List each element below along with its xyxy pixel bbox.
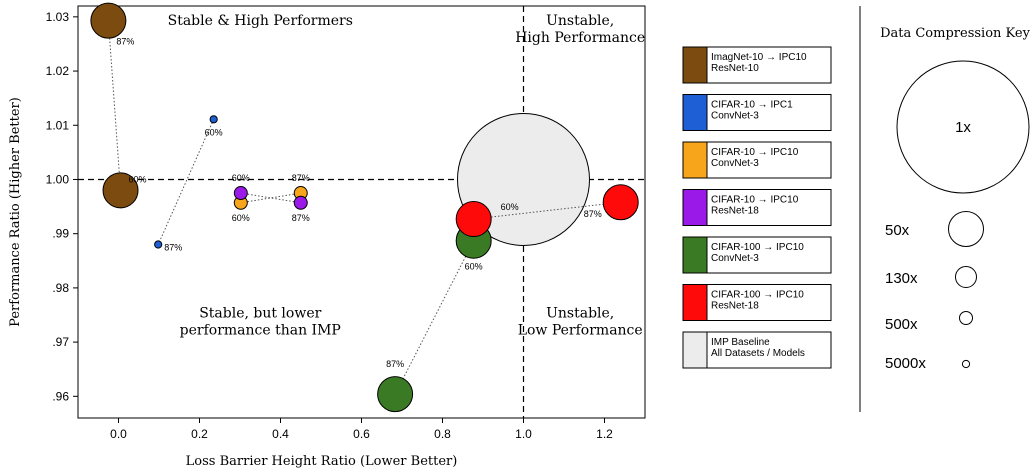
legend-entry-label: ConvNet-3 — [711, 111, 759, 122]
size-key: Data Compression Key 1x 50x 130x 500x 5000x — [859, 6, 1031, 412]
point-label: 87% — [386, 359, 404, 369]
data-bubble — [102, 172, 139, 209]
y-tick-label: .97 — [52, 335, 69, 349]
data-bubble — [377, 376, 414, 413]
legend-entry-label: CIFAR-100 → IPC10 — [711, 290, 804, 301]
y-tick-label: 1.03 — [46, 10, 70, 24]
legend-swatch — [682, 331, 708, 369]
legend-entry-label: CIFAR-10 → IPC10 — [711, 147, 799, 158]
size-key-label: 500x — [885, 316, 918, 333]
legend-entry-label: CIFAR-100 → IPC10 — [711, 242, 804, 253]
point-label: 60% — [232, 173, 250, 183]
series-connector — [473, 201, 621, 220]
point-label: 60% — [205, 127, 223, 137]
series-connector — [394, 240, 475, 395]
data-bubble — [154, 240, 163, 249]
data-bubble — [602, 184, 639, 221]
quadrant-label: Unstable, Low Performance — [518, 306, 643, 339]
quadrant-label-line: Low Performance — [518, 323, 643, 339]
x-tick-label: 0.8 — [434, 427, 451, 441]
legend-entry-label: ResNet-18 — [711, 301, 759, 312]
quadrant-label: Stable & High Performers — [168, 13, 353, 29]
y-tick-label: .98 — [52, 281, 69, 295]
size-key-circle — [961, 359, 971, 369]
quadrant-label-line: Unstable, — [546, 13, 614, 29]
quadrant-label: Unstable, High Performance — [515, 13, 645, 46]
x-tick-label: 0.6 — [353, 427, 370, 441]
y-tick-label: 1.01 — [46, 118, 70, 132]
point-label: 60% — [501, 202, 519, 212]
point-label: 87% — [584, 209, 602, 219]
y-tick-label: .99 — [52, 227, 69, 241]
legend-swatch — [682, 284, 708, 321]
point-label: 87% — [292, 213, 310, 223]
y-tick-label: 1.02 — [46, 64, 70, 78]
series-connector — [240, 192, 301, 204]
data-bubble — [293, 195, 308, 210]
legend-entry-label: ResNet-18 — [711, 206, 759, 217]
legend-swatch — [682, 189, 708, 226]
size-key-label: 50x — [885, 222, 910, 239]
data-bubble — [90, 2, 127, 39]
y-axis-label: Performance Ratio (Higher Better) — [8, 97, 23, 327]
legend-entry-label: CIFAR-10 → IPC10 — [711, 195, 799, 206]
legend-entry-box — [682, 141, 832, 179]
data-bubble — [233, 186, 248, 201]
quadrant-label-line: High Performance — [515, 30, 645, 46]
point-label: 87% — [116, 37, 134, 47]
data-bubble — [455, 201, 492, 238]
legend-swatch — [682, 141, 708, 179]
size-key-label: 1x — [955, 119, 971, 136]
point-label: 87% — [292, 173, 310, 183]
size-key-label: 130x — [885, 270, 918, 287]
quadrant-label-line: Stable, but lower — [199, 306, 321, 322]
size-key-circle — [896, 60, 1030, 194]
point-label: 60% — [232, 213, 250, 223]
imp-baseline-bubble — [457, 112, 590, 246]
size-key-circle — [948, 211, 984, 247]
x-tick-label: 1.2 — [596, 427, 613, 441]
x-tick-label: 1.0 — [515, 427, 532, 441]
size-key-label: 5000x — [885, 355, 926, 372]
legend-entry-box — [682, 94, 832, 131]
point-label: 87% — [164, 243, 182, 253]
x-tick-label: 0.0 — [110, 427, 127, 441]
legend-entry-box — [682, 331, 832, 369]
quadrant-label-line: Unstable, — [546, 306, 614, 322]
legend-swatch — [682, 236, 708, 274]
size-key-circle — [955, 266, 977, 288]
series-connector — [107, 20, 122, 191]
legend-entry-label: ConvNet-3 — [711, 253, 759, 264]
legend-entry-label: ImagNet-10 → IPC10 — [711, 52, 807, 63]
legend-entry-box — [682, 284, 832, 321]
legend-entry-box — [682, 236, 832, 274]
size-key-title: Data Compression Key — [880, 26, 1030, 41]
legend-entry-label: ConvNet-3 — [711, 158, 759, 169]
legend-entry-label: All Datasets / Models — [711, 348, 805, 359]
y-tick-label: .96 — [52, 389, 69, 403]
quadrant-label: Stable, but lower performance than IMP — [180, 306, 341, 339]
point-label: 60% — [465, 262, 483, 272]
legend-swatch — [682, 46, 708, 84]
quadrant-label-line: performance than IMP — [180, 323, 341, 339]
x-tick-label: 0.4 — [272, 427, 289, 441]
point-label: 60% — [129, 174, 147, 184]
legend-entry-label: IMP Baseline — [711, 337, 770, 348]
series-connector — [157, 119, 215, 245]
legend-entry-label: CIFAR-10 → IPC1 — [711, 100, 793, 111]
series-connector — [240, 192, 301, 204]
legend-swatch — [682, 94, 708, 131]
size-key-circle — [959, 311, 973, 325]
legend-entry-label: ResNet-10 — [711, 63, 759, 74]
legend-entry-box — [682, 189, 832, 226]
y-tick-label: 1.00 — [46, 172, 70, 186]
plot-area: 0.0 0.2 0.4 0.6 0.8 1.0 1.2 .96 .97 .98 .99 1.00 1.0… — [8, 2, 646, 469]
quadrant-label-line: Stable & High Performers — [168, 13, 353, 29]
x-axis-label: Loss Barrier Height Ratio (Lower Better) — [186, 454, 458, 469]
x-tick-label: 0.2 — [191, 427, 208, 441]
data-bubble — [209, 115, 218, 124]
